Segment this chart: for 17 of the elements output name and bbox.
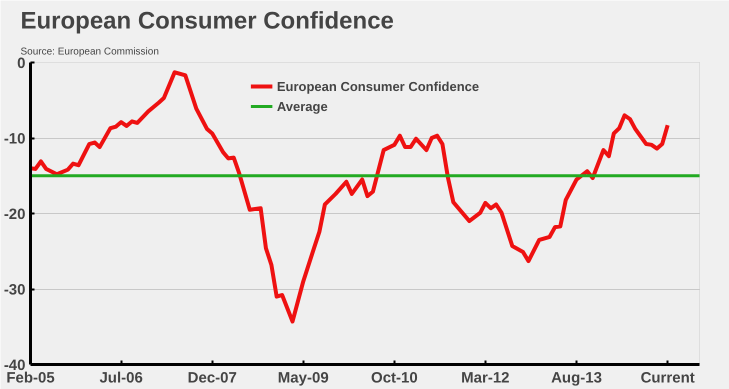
source-note: Source: European Commission: [20, 46, 159, 58]
y-tick-label: 0: [17, 55, 26, 72]
x-tick-label: Jul-06: [99, 370, 143, 386]
legend-label: Average: [276, 98, 328, 114]
y-tick-label: -20: [4, 206, 26, 223]
y-tick-label: -30: [4, 282, 26, 298]
legend-label: European Consumer Confidence: [276, 78, 480, 94]
x-tick-label: Feb-05: [6, 370, 55, 386]
x-tick-label: May-09: [278, 370, 329, 386]
x-tick-label: Dec-07: [188, 370, 237, 386]
x-tick-label: Mar-12: [461, 370, 510, 386]
x-tick-label: Current: [640, 370, 695, 386]
x-tick-label: Oct-10: [371, 370, 418, 386]
line-series: [30, 70, 670, 324]
y-tick-label: -10: [4, 130, 26, 148]
chart-title: European Consumer Confidence: [20, 8, 394, 34]
x-tick-label: Aug-13: [551, 370, 602, 386]
